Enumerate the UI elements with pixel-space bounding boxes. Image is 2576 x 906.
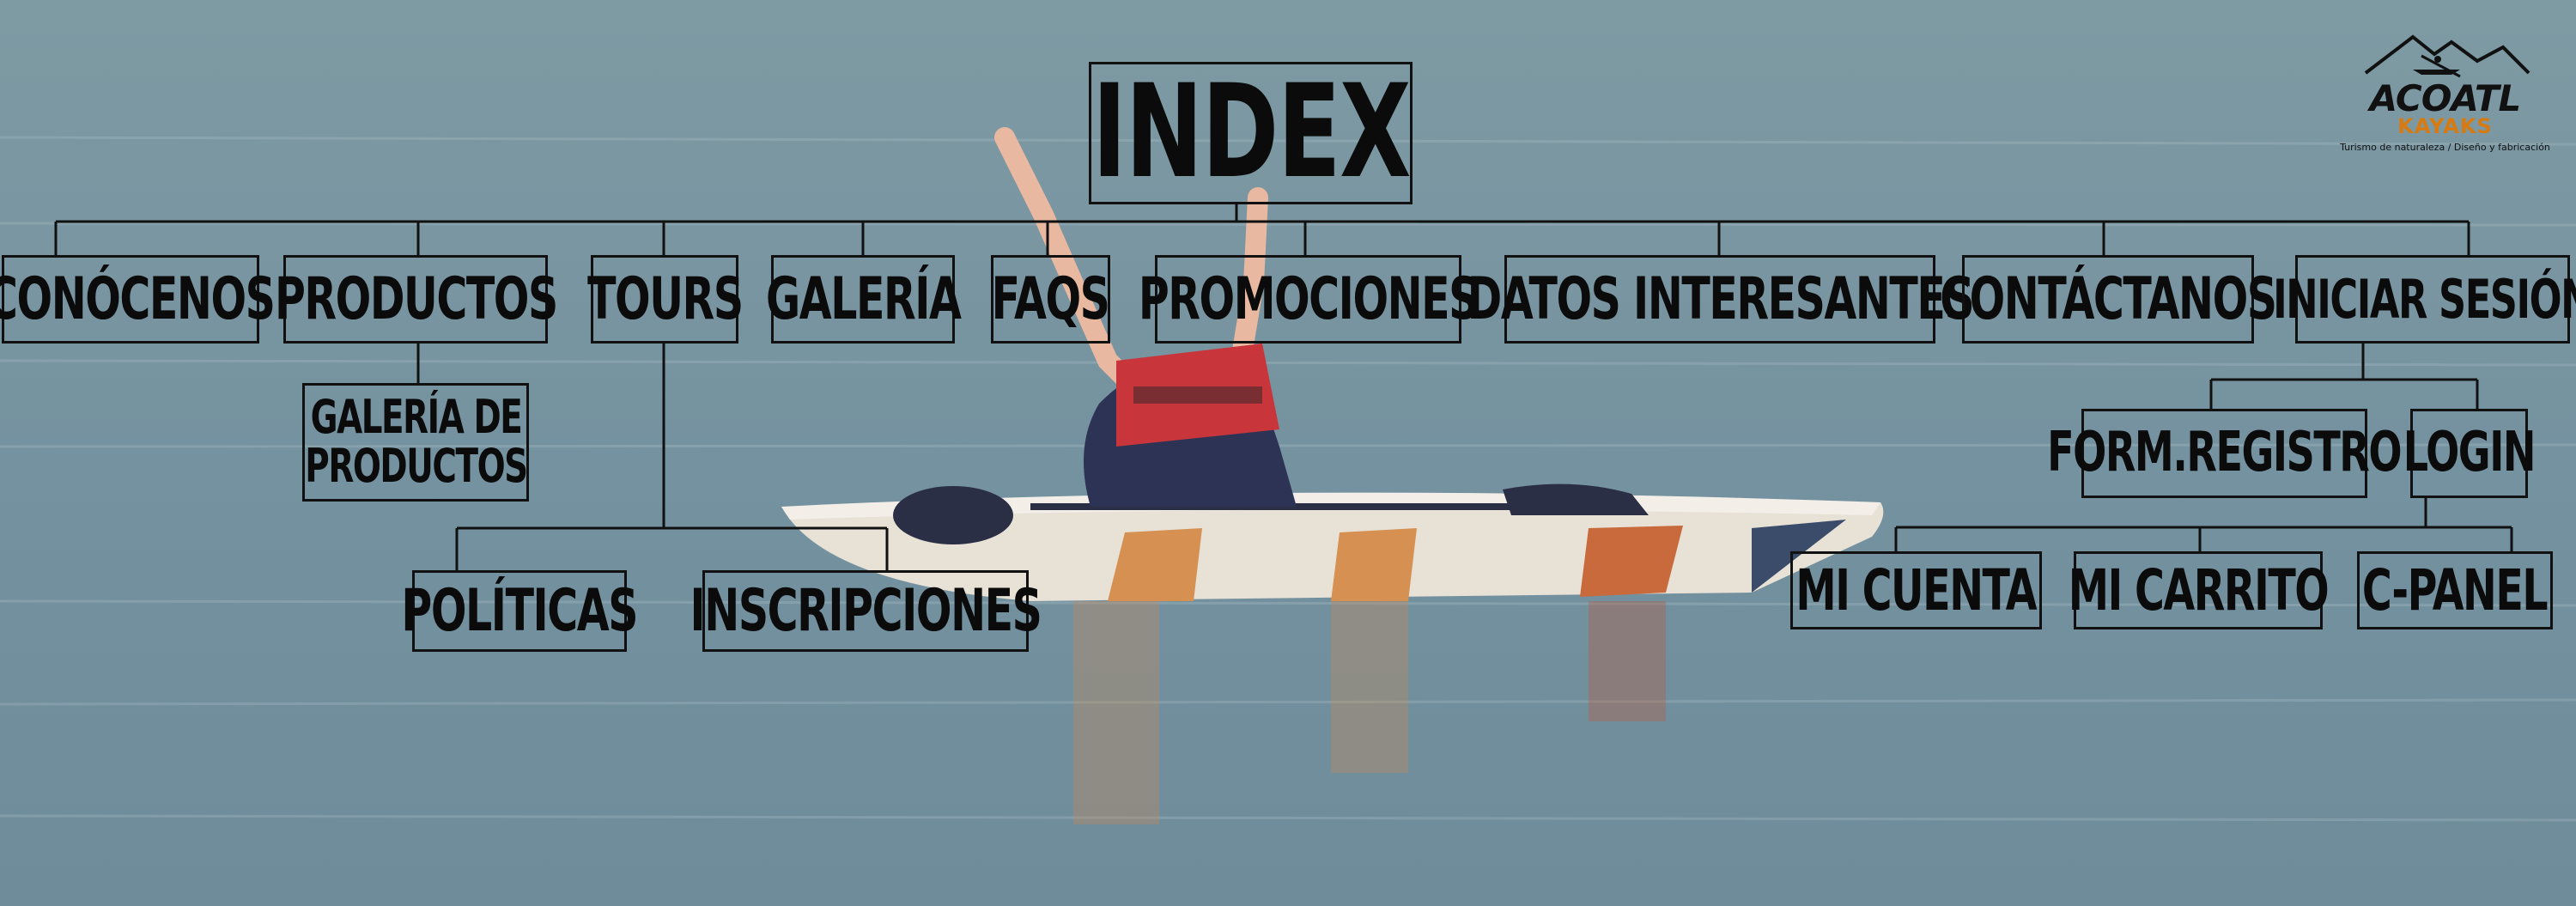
node-mi-cuenta: MI CUENTA <box>1790 551 2042 629</box>
node-mi-carrito: MI CARRITO <box>2069 551 2330 629</box>
node-tours: TOURS <box>587 255 744 344</box>
acoatl-logo: ACOATL KAYAKS Turismo de naturaleza / Di… <box>2331 30 2559 159</box>
logo-sub: KAYAKS <box>2397 114 2493 138</box>
node-mi-cuenta-label: MI CUENTA <box>1795 556 2038 623</box>
node-login-label: LOGIN <box>2403 421 2537 485</box>
logo-tagline: Turismo de naturaleza / Diseño y fabrica… <box>2340 142 2550 153</box>
node-mi-carrito-label: MI CARRITO <box>2068 556 2330 623</box>
node-inscripciones: INSCRIPCIONES <box>690 570 1042 652</box>
water-ripples <box>0 136 2576 822</box>
mountain-paddler-icon <box>2364 34 2530 78</box>
node-tours-label: TOURS <box>586 265 744 333</box>
node-productos-label: PRODUCTOS <box>274 265 558 333</box>
node-productos: PRODUCTOS <box>275 255 558 344</box>
node-contactanos: CONTÁCTANOS <box>1940 255 2277 344</box>
node-iniciar-sesion: INICIAR SESIÓN <box>2274 255 2576 344</box>
node-c-panel-label: C-PANEL <box>2362 556 2549 623</box>
node-galeria-de-productos: GALERÍA DE PRODUCTOS <box>302 383 529 502</box>
node-politicas: POLÍTICAS <box>402 570 639 652</box>
node-galeria-label: GALERÍA <box>765 265 962 333</box>
node-form-registro-label: FORM.REGISTRO <box>2047 421 2403 485</box>
node-conocenos-label: CONÓCENOS <box>0 265 276 333</box>
node-contactanos-label: CONTÁCTANOS <box>1940 265 2277 333</box>
node-iniciar-sesion-label: INICIAR SESIÓN <box>2273 267 2576 331</box>
node-form-registro: FORM.REGISTRO <box>2048 409 2403 498</box>
kayak-reflection <box>1073 601 1666 824</box>
node-promociones-label: PROMOCIONES <box>1138 265 1479 333</box>
node-login: LOGIN <box>2403 409 2537 498</box>
node-promociones: PROMOCIONES <box>1139 255 1479 344</box>
node-galeria: GALERÍA <box>766 255 962 344</box>
node-datos-interesantes: DATOS INTERESANTES <box>1467 255 1974 344</box>
node-c-panel: C-PANEL <box>2357 551 2553 629</box>
node-galeria-de-productos-label: GALERÍA DE PRODUCTOS <box>304 390 528 493</box>
person-illustration <box>994 127 1297 507</box>
node-datos-interesantes-label: DATOS INTERESANTES <box>1467 265 1974 333</box>
node-index-label: INDEX <box>1091 58 1411 208</box>
node-inscripciones-label: INSCRIPCIONES <box>690 576 1042 645</box>
node-index: INDEX <box>1089 62 1413 204</box>
node-conocenos: CONÓCENOS <box>0 255 276 344</box>
node-faqs: FAQS <box>991 255 1110 344</box>
node-politicas-label: POLÍTICAS <box>401 576 639 645</box>
logo-name: ACOATL <box>2369 77 2522 119</box>
node-faqs-label: FAQS <box>992 265 1110 333</box>
